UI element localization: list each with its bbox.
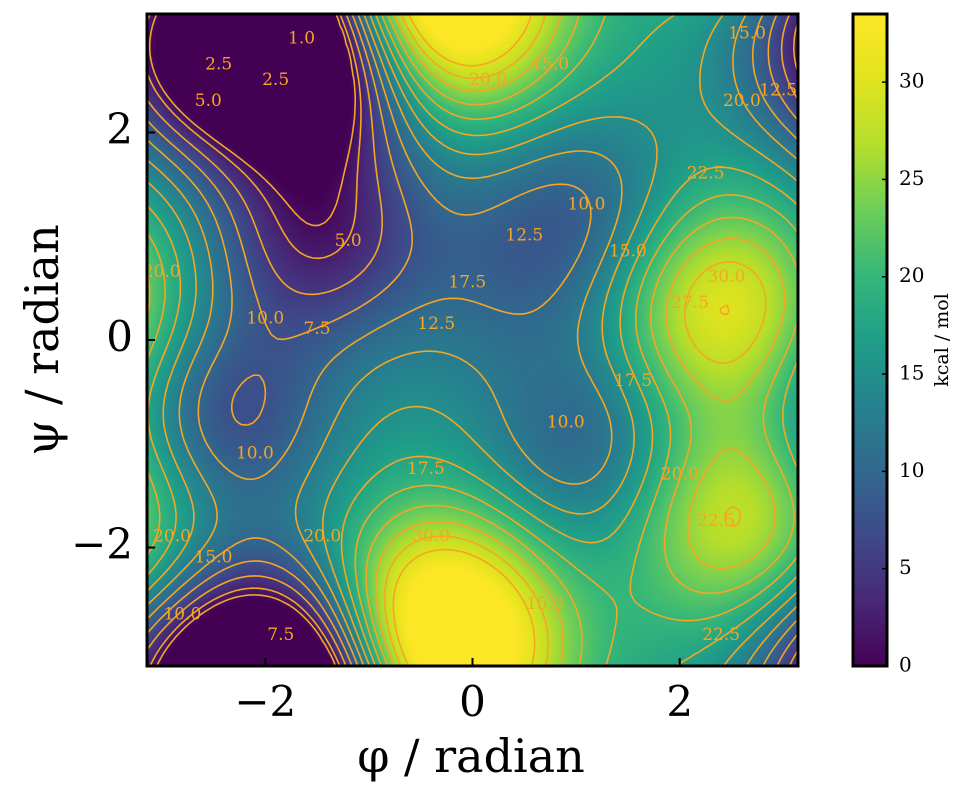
- contour-label: 12.5: [505, 226, 543, 246]
- x-tick-label: 0: [459, 677, 486, 726]
- contour-lines: [147, 14, 798, 666]
- colorbar-tick-label: 5: [899, 555, 912, 579]
- contour-label: 17.5: [407, 459, 445, 479]
- contour-label: 27.5: [671, 293, 709, 313]
- axes: −2 0 2 −2 0 2: [71, 104, 693, 726]
- contour-label: 10.0: [246, 309, 284, 329]
- contour-label: 22.5: [687, 163, 725, 183]
- y-tick-label: 0: [106, 312, 133, 361]
- contour-label: 7.5: [304, 319, 331, 339]
- contour-label: 30.0: [707, 267, 745, 287]
- contour-labels: 1.0 2.5 2.5 5.0 5.0 7.5 10.0 10.0 12.5 17.5 12.5 10…: [143, 23, 797, 645]
- contour-level-2-5: [147, 14, 798, 666]
- contour-label: 1.0: [288, 29, 315, 49]
- contour-label: 20.0: [661, 464, 699, 484]
- colorbar-tick-label: 20: [899, 263, 924, 287]
- contour-label: 20.0: [723, 91, 761, 111]
- contour-label: 15.0: [195, 547, 233, 567]
- contour-label: 20.0: [153, 527, 191, 547]
- contour-label: 5.0: [335, 231, 362, 251]
- contour-label: 22.5: [702, 625, 740, 645]
- colorbar-tick-label: 0: [899, 653, 912, 677]
- contour-label: 30.0: [412, 527, 450, 547]
- x-axis-label: φ / radian: [357, 729, 585, 783]
- contour-label: 20.0: [143, 262, 181, 282]
- y-axis-label: ψ / radian: [15, 224, 69, 455]
- contour-label: 15.0: [728, 23, 766, 43]
- x-tick-label: −2: [234, 677, 296, 726]
- contour-label: 20.0: [469, 70, 507, 90]
- contour-level-5: [147, 14, 798, 666]
- contour-label: 10.0: [547, 413, 585, 433]
- y-tick-label: 2: [106, 104, 133, 153]
- contour-label: 2.5: [205, 55, 232, 75]
- contour-level-17-5: [147, 14, 798, 666]
- colorbar-tick-label: 30: [899, 69, 924, 93]
- contour-label: 12.5: [759, 80, 797, 100]
- contour-label: 15.0: [609, 241, 647, 261]
- contour-label: 22.5: [697, 511, 735, 531]
- contour-level-1: [148, 14, 356, 666]
- heatmap-raster: [147, 14, 798, 666]
- colorbar-tick-label: 10: [899, 458, 924, 482]
- colorbar-gradient: [853, 14, 887, 666]
- heatmap-image: [147, 14, 798, 666]
- contour-level-15: [147, 14, 798, 666]
- contour-label: 15.0: [531, 55, 569, 75]
- contour-level-7-5: [147, 14, 798, 666]
- contour-level-10: [147, 14, 798, 666]
- contour-label: 17.5: [448, 272, 486, 292]
- contour-level-22-5: [147, 14, 798, 666]
- contour-label: 10.0: [568, 195, 606, 215]
- contour-label: 17.5: [614, 371, 652, 391]
- contour-label: 2.5: [262, 70, 289, 90]
- contour-label: 12.5: [417, 314, 455, 334]
- colorbar-tick-label: 15: [899, 361, 924, 385]
- contour-label: 20.0: [303, 527, 341, 547]
- colorbar-label: kcal / mol: [931, 293, 953, 387]
- contour-label: 10.0: [163, 604, 201, 624]
- contour-level-20: [147, 14, 798, 666]
- colorbar: 0 5 10 15 20 25 30 kcal / mol: [851, 12, 953, 677]
- contour-label: 7.5: [267, 625, 294, 645]
- y-tick-label: −2: [71, 520, 133, 569]
- colorbar-frame: [851, 12, 889, 668]
- colorbar-tick-label: 25: [899, 166, 924, 190]
- contour-label: 15.0: [526, 594, 564, 614]
- contour-level-30: [392, 14, 730, 666]
- contour-label: 10.0: [236, 444, 274, 464]
- x-tick-label: 2: [666, 677, 693, 726]
- contour-label: 5.0: [195, 91, 222, 111]
- contour-level-27-5: [383, 14, 767, 666]
- contour-level-12-5: [147, 14, 798, 666]
- contour-level-25: [374, 14, 786, 666]
